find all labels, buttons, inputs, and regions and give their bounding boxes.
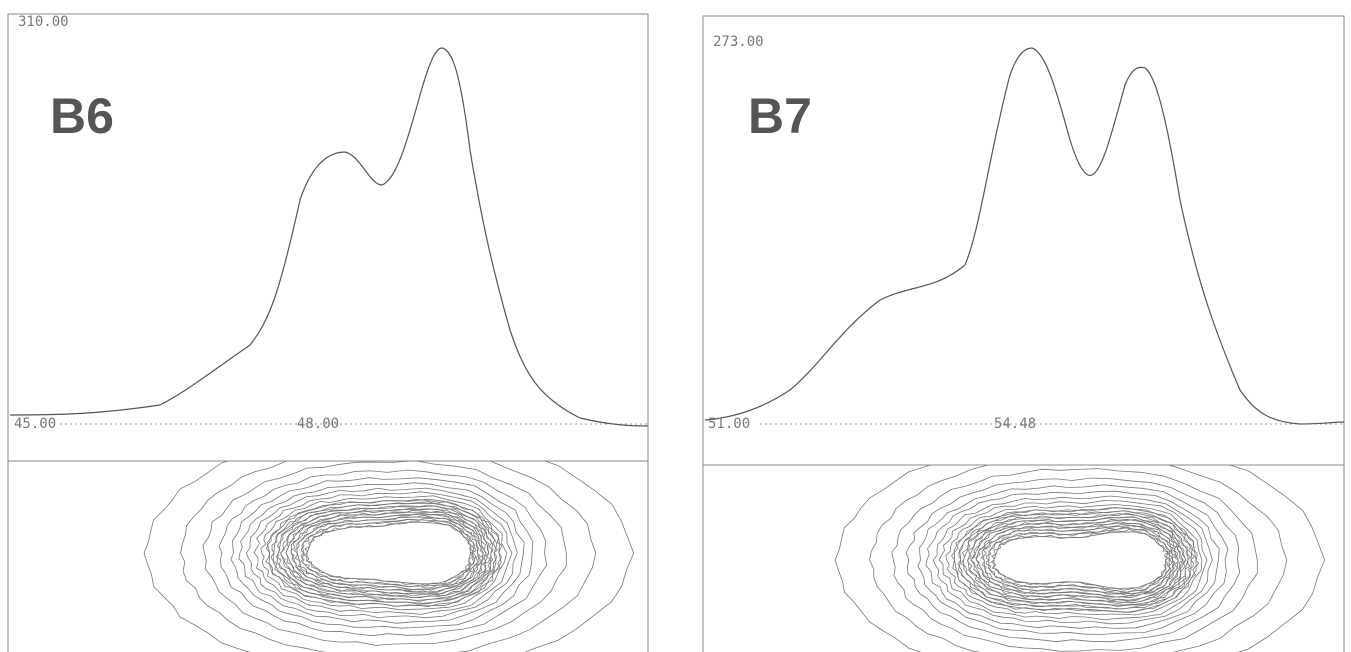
- figure: B6 310.00 45.00 48.00 B7 273.00 51.00 54…: [0, 0, 1351, 652]
- panel-b7: B7 273.00 51.00 54.48: [703, 16, 1344, 652]
- contour-line: [144, 431, 634, 652]
- panel-label: B6: [50, 88, 114, 144]
- contour-line: [991, 532, 1168, 589]
- panel-label: B7: [748, 88, 812, 144]
- baseline-label: 45.00: [14, 416, 56, 432]
- contour-line: [835, 438, 1325, 652]
- contour-line: [302, 518, 476, 588]
- top-label: 310.00: [18, 14, 69, 30]
- top-label: 273.00: [713, 34, 764, 50]
- center-label: 48.00: [297, 416, 339, 432]
- contour-line: [219, 470, 547, 636]
- center-label: 54.48: [994, 416, 1036, 432]
- contour-map: [144, 431, 634, 652]
- baseline-label: 51.00: [708, 416, 750, 432]
- panel-b6: B6 310.00 45.00 48.00: [8, 14, 648, 652]
- contour-map: [835, 438, 1325, 652]
- contour-line: [301, 519, 475, 586]
- contour-line: [994, 529, 1169, 590]
- contour-line: [981, 525, 1174, 593]
